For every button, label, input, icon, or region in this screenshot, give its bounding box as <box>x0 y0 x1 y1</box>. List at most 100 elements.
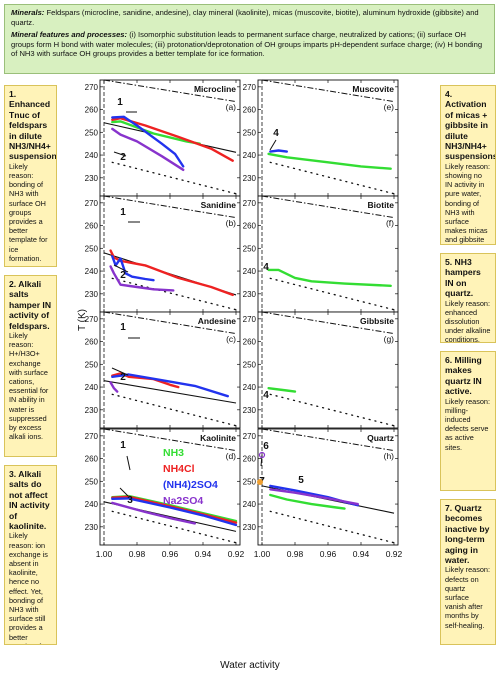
y-tick-label: 260 <box>243 106 257 115</box>
x-tick-label: 0.96 <box>162 549 179 559</box>
note-6-body: Likely reason: milling-induced defects s… <box>445 396 491 452</box>
panel-letter-e: (e) <box>384 102 395 112</box>
note-3: 3. Alkali salts do not affect IN activit… <box>4 465 57 645</box>
note-2-title: 2. Alkali salts hamper IN activity of fe… <box>9 279 52 331</box>
y-tick-label: 260 <box>85 455 99 464</box>
quartz-aged-marker <box>257 479 263 485</box>
series-Na2SO4-h <box>269 488 359 506</box>
x-tick-label: 1.00 <box>96 549 113 559</box>
series-NH4Cl-c <box>111 372 180 389</box>
panel-letter-c: (c) <box>226 334 236 344</box>
series-Na2SO4-c <box>109 381 119 393</box>
annotation-1-a: 1 <box>117 97 123 108</box>
note-1-body: Likely reason: bonding of NH3 with surfa… <box>9 161 48 263</box>
note-3-body: Likely reason: ion exchange is absent in… <box>9 531 48 644</box>
y-tick-label: 250 <box>243 128 257 137</box>
y-tick-label: 240 <box>243 383 257 392</box>
x-tick-label: 0.96 <box>320 549 337 559</box>
series-NH3-g <box>267 387 297 393</box>
y-tick-label: 270 <box>243 315 257 324</box>
note-2: 2. Alkali salts hamper IN activity of fe… <box>4 275 57 457</box>
panel-letter-f: (f) <box>386 218 394 228</box>
x-tick-label: 0.94 <box>195 549 212 559</box>
y-tick-label: 240 <box>243 151 257 160</box>
minerals-label: Minerals: <box>11 8 45 17</box>
x-tick-label: 0.94 <box>353 549 370 559</box>
annotation-3-d: 3 <box>127 495 133 506</box>
y-tick-label: 230 <box>85 523 99 532</box>
series-NH3-h <box>269 493 346 510</box>
annotation-4-e: 4 <box>273 128 279 139</box>
series-Na2SO4-a <box>111 127 185 172</box>
y-tick-label: 270 <box>85 83 99 92</box>
panel-name-a: Microcline <box>194 84 236 94</box>
panel-name-f: Biotite <box>368 200 395 210</box>
y-tick-label: 270 <box>243 199 257 208</box>
panel-letter-g: (g) <box>384 334 395 344</box>
panel-name-e: Muscovite <box>352 84 394 94</box>
panel-letter-d: (d) <box>226 451 237 461</box>
melting-line-g <box>261 311 395 335</box>
quartz-milled-marker <box>258 451 266 459</box>
annotation-1-d: 1 <box>120 440 126 451</box>
x-tick-label: 1.00 <box>254 549 271 559</box>
y-tick-label: 250 <box>243 244 257 253</box>
annotation-arrow <box>113 151 127 157</box>
annotation-1-c: 1 <box>120 322 126 333</box>
annotation-arrow <box>111 367 129 376</box>
series-NH42SO4-d <box>111 497 238 527</box>
annotation-arrow <box>269 139 277 151</box>
y-tick-label: 230 <box>85 290 99 299</box>
x-tick-label: 0.98 <box>129 549 146 559</box>
left-notes-column: 1. Enhanced Tnuc of feldspars in dilute … <box>4 85 57 645</box>
note-6: 6. Milling makes quartz IN active. Likel… <box>440 351 496 491</box>
panel-frame-g <box>257 311 399 429</box>
y-tick-label: 270 <box>85 315 99 324</box>
features-label: Mineral features and processes: <box>11 30 128 40</box>
panel-letter-a: (a) <box>226 102 237 112</box>
panel-frame-f <box>257 195 399 313</box>
y-tick-label: 240 <box>85 500 99 509</box>
annotation-arrow <box>113 264 129 273</box>
series-NH42SO4-c <box>111 373 230 398</box>
melting-line-f <box>261 195 395 219</box>
y-tick-label: 240 <box>85 151 99 160</box>
panel-letter-h: (h) <box>384 451 395 461</box>
y-tick-label: 270 <box>85 199 99 208</box>
melting-line-e <box>261 79 395 103</box>
series-NH42SO4-a <box>111 115 185 168</box>
legend-item-0: NH3 <box>163 447 184 459</box>
y-tick-label: 240 <box>85 383 99 392</box>
note-5-title: 5. NH3 hampers IN on quartz. <box>445 257 481 299</box>
melting-line-d <box>103 428 237 452</box>
y-tick-label: 270 <box>85 432 99 441</box>
minerals-text: Feldspars (microcline, sanidine, andesin… <box>11 8 479 27</box>
y-tick-label: 230 <box>243 406 257 415</box>
pure-water-line-c <box>103 380 237 404</box>
note-7-body: Likely reason: defects on quartz surface… <box>445 565 491 630</box>
x-tick-label: 0.92 <box>386 549 403 559</box>
panel-frame-e <box>257 79 399 197</box>
y-tick-label: 230 <box>243 290 257 299</box>
note-6-title: 6. Milling makes quartz IN active. <box>445 355 482 397</box>
legend-item-1: NH4Cl <box>163 463 195 475</box>
panel-letter-b: (b) <box>226 218 237 228</box>
note-4-title: 4. Activation of micas + gibbsite in dil… <box>445 89 496 162</box>
series-Na2SO4-b <box>109 265 175 292</box>
panel-name-d: Kaolinite <box>200 433 236 443</box>
y-tick-label: 230 <box>85 406 99 415</box>
annotation-arrow <box>260 454 263 467</box>
y-tick-label: 260 <box>243 222 257 231</box>
series-NH4Cl-a <box>111 116 234 162</box>
note-7-title: 7. Quartz becomes inactive by long-term … <box>445 503 490 566</box>
y-tick-label: 230 <box>243 523 257 532</box>
annotation-6-h: 6 <box>263 441 269 452</box>
note-5: 5. NH3 hampers IN on quartz. Likely reas… <box>440 253 496 343</box>
note-4-body: Likely reason: showing no IN activity in… <box>445 161 491 245</box>
panel-name-g: Gibbsite <box>360 316 394 326</box>
annotation-2-a: 2 <box>120 152 126 163</box>
melting-line-h <box>261 428 395 452</box>
melting-line-a <box>103 79 237 103</box>
right-notes-column: 4. Activation of micas + gibbsite in dil… <box>440 85 496 645</box>
